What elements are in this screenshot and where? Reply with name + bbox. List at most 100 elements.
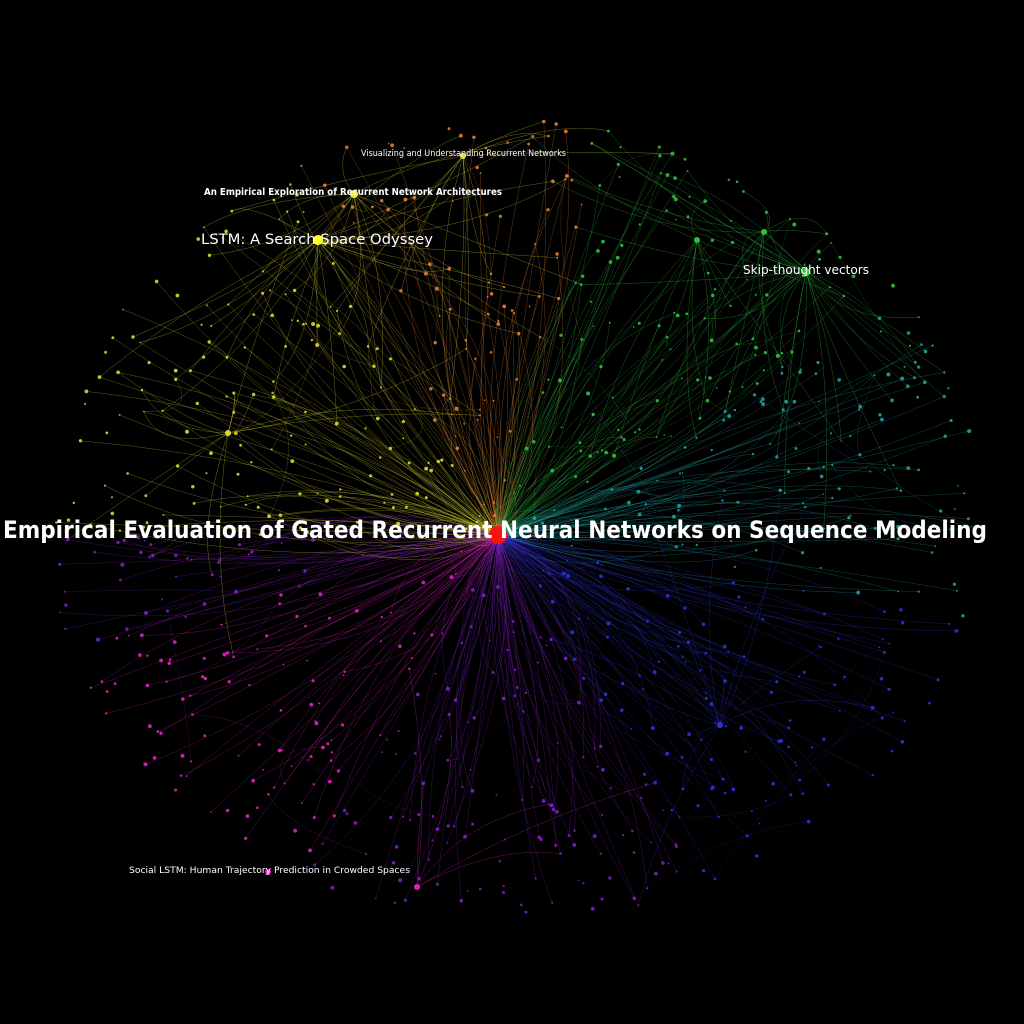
node[interactable] <box>541 391 545 394</box>
node[interactable] <box>608 321 611 324</box>
node[interactable] <box>116 540 120 545</box>
node[interactable] <box>295 614 299 619</box>
node[interactable] <box>445 686 450 691</box>
node[interactable] <box>256 505 260 509</box>
node[interactable] <box>646 619 649 623</box>
node[interactable] <box>758 822 760 825</box>
node[interactable] <box>84 402 87 405</box>
node[interactable] <box>687 732 691 737</box>
node[interactable] <box>532 516 537 520</box>
node[interactable] <box>64 603 68 607</box>
node[interactable] <box>506 141 509 144</box>
node[interactable] <box>433 341 437 345</box>
hub-node[interactable] <box>414 884 420 890</box>
node[interactable] <box>579 283 583 286</box>
node[interactable] <box>484 399 486 402</box>
node[interactable] <box>574 225 578 229</box>
node[interactable] <box>577 879 580 882</box>
node[interactable] <box>225 651 230 655</box>
node[interactable] <box>847 516 851 520</box>
node[interactable] <box>195 401 199 406</box>
node[interactable] <box>775 680 779 684</box>
node[interactable] <box>599 574 603 578</box>
node[interactable] <box>446 824 450 828</box>
node[interactable] <box>415 692 420 697</box>
node[interactable] <box>906 384 910 389</box>
node[interactable] <box>606 635 609 639</box>
node[interactable] <box>677 503 682 508</box>
node[interactable] <box>131 335 135 339</box>
node[interactable] <box>517 331 521 336</box>
node[interactable] <box>829 432 833 435</box>
node[interactable] <box>239 443 243 447</box>
node[interactable] <box>453 192 456 196</box>
node[interactable] <box>334 421 339 426</box>
node[interactable] <box>792 222 797 227</box>
node[interactable] <box>851 274 856 279</box>
node[interactable] <box>481 593 486 598</box>
node[interactable] <box>180 753 185 758</box>
node[interactable] <box>943 371 946 374</box>
node[interactable] <box>878 646 881 649</box>
node[interactable] <box>222 652 227 657</box>
node[interactable] <box>383 501 386 504</box>
node[interactable] <box>670 151 675 156</box>
node[interactable] <box>761 618 765 621</box>
node[interactable] <box>175 293 180 298</box>
node[interactable] <box>452 200 454 202</box>
node[interactable] <box>886 372 891 377</box>
node[interactable] <box>806 819 811 824</box>
node[interactable] <box>703 317 706 320</box>
node[interactable] <box>769 442 772 445</box>
node[interactable] <box>161 409 164 412</box>
node[interactable] <box>388 446 393 451</box>
node[interactable] <box>607 129 610 133</box>
node[interactable] <box>390 611 392 614</box>
node[interactable] <box>369 474 373 478</box>
node[interactable] <box>686 640 690 644</box>
node[interactable] <box>139 550 143 555</box>
node[interactable] <box>710 758 713 762</box>
node[interactable] <box>723 679 727 683</box>
node[interactable] <box>596 249 600 253</box>
node[interactable] <box>555 252 559 256</box>
node[interactable] <box>252 313 256 316</box>
node[interactable] <box>655 399 659 403</box>
node[interactable] <box>498 214 502 218</box>
node[interactable] <box>265 634 269 638</box>
node[interactable] <box>351 534 353 537</box>
node[interactable] <box>908 344 912 347</box>
node[interactable] <box>396 521 401 526</box>
node[interactable] <box>798 778 802 782</box>
node[interactable] <box>293 828 298 833</box>
node[interactable] <box>438 738 441 741</box>
node[interactable] <box>673 311 676 314</box>
node[interactable] <box>967 429 972 434</box>
node[interactable] <box>314 720 317 722</box>
node[interactable] <box>322 183 327 187</box>
node[interactable] <box>665 335 669 339</box>
node[interactable] <box>727 651 729 654</box>
node[interactable] <box>162 514 165 516</box>
node[interactable] <box>498 860 501 863</box>
node[interactable] <box>315 343 320 347</box>
node[interactable] <box>729 219 732 222</box>
node[interactable] <box>270 313 275 318</box>
node[interactable] <box>435 827 440 831</box>
node[interactable] <box>931 344 934 347</box>
node[interactable] <box>764 210 769 214</box>
node[interactable] <box>278 513 283 518</box>
node[interactable] <box>284 293 287 296</box>
node[interactable] <box>582 676 586 680</box>
node[interactable] <box>343 670 346 673</box>
node[interactable] <box>189 760 192 763</box>
node[interactable] <box>618 176 621 179</box>
node[interactable] <box>464 469 466 472</box>
node[interactable] <box>501 696 506 701</box>
node[interactable] <box>542 119 546 124</box>
node[interactable] <box>225 808 230 813</box>
node[interactable] <box>727 178 730 181</box>
node[interactable] <box>324 243 327 246</box>
node[interactable] <box>716 387 718 389</box>
node[interactable] <box>202 656 206 660</box>
